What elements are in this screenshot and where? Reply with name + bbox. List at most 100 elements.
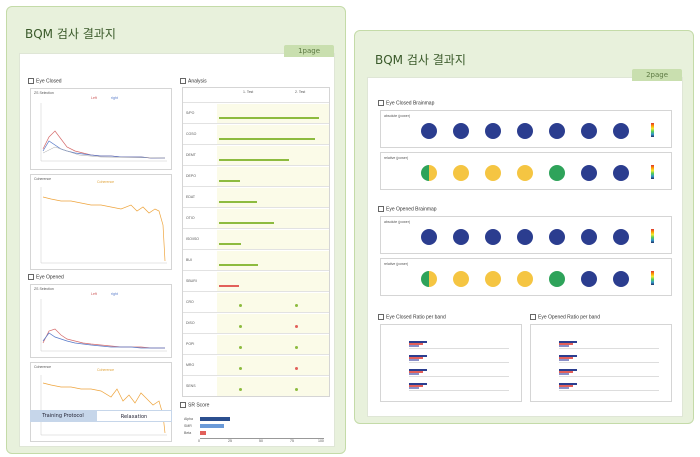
- analysis-row-label: OTIO: [186, 216, 195, 220]
- row-label: relative (power): [384, 262, 409, 266]
- report-sheet: 2page Eye Closed Brainmap absolute (powe…: [367, 69, 683, 417]
- brain-topomap: [581, 229, 597, 245]
- ratio-bar: [559, 343, 573, 345]
- ratio-bar: [409, 383, 427, 385]
- analysis-row-label: S/PO: [186, 111, 195, 115]
- training-protocol-label: Training Protocol: [30, 410, 96, 422]
- analysis-row: ISO/ISO: [183, 228, 329, 250]
- brain-topomap: [549, 271, 565, 287]
- checkbox-icon: [180, 402, 186, 408]
- report-page-2: BQM 검사 결과지 2page Eye Closed Brainmap abs…: [354, 30, 694, 424]
- ratio-bar: [409, 343, 423, 345]
- legend-right: right: [111, 96, 118, 100]
- analysis-dot: [239, 325, 242, 328]
- analysis-dot: [295, 325, 298, 328]
- ratio-bar: [559, 359, 569, 361]
- analysis-dot: [295, 388, 298, 391]
- ratio-bar: [409, 371, 423, 373]
- analysis-row-label: SBURI: [186, 279, 197, 283]
- zs-line-chart: [40, 299, 167, 352]
- zs-line-chart: [40, 103, 167, 162]
- ratio-bar: [409, 387, 419, 389]
- chart-coherence-opened: Coherence Coherence: [30, 362, 172, 442]
- chart-zs-selection-closed: ZS Selection Left right: [30, 88, 172, 170]
- analysis-row: SBURI: [183, 270, 329, 292]
- ratio-bar: [559, 371, 573, 373]
- checkbox-icon: [28, 78, 34, 84]
- brain-topomap: [549, 123, 565, 139]
- col-test-2: 2. Test: [295, 90, 306, 94]
- brain-topomap: [421, 271, 437, 287]
- legend-right: right: [111, 292, 118, 296]
- section-eye-opened-ratio: Eye Opened Ratio per band: [530, 314, 600, 320]
- analysis-dot: [239, 304, 242, 307]
- color-scale: [651, 123, 654, 137]
- brain-topomap: [453, 123, 469, 139]
- chart-coherence-closed: Coherence Coherence: [30, 174, 172, 270]
- sr-label-beta: Beta: [184, 431, 192, 435]
- section-eye-closed-brainmap: Eye Closed Brainmap: [378, 100, 434, 106]
- analysis-bar: [219, 264, 258, 266]
- ratio-chart-closed: [380, 324, 522, 402]
- sr-axis-tick: 50: [259, 439, 263, 443]
- legend-coherence: Coherence: [97, 180, 115, 184]
- brainmap-opened-absolute: absolute (power): [380, 216, 672, 254]
- brain-topomap: [613, 123, 629, 139]
- brain-topomap: [421, 165, 437, 181]
- ratio-bar: [559, 345, 569, 347]
- analysis-row: OTIO: [183, 207, 329, 229]
- analysis-dot: [239, 367, 242, 370]
- brain-topomap: [517, 123, 533, 139]
- chart-title: ZS Selection: [34, 287, 54, 291]
- sr-bar-beta: [200, 431, 206, 435]
- brain-topomap: [421, 229, 437, 245]
- brain-topomap: [453, 271, 469, 287]
- analysis-row-label: MRO: [186, 363, 195, 367]
- ratio-bar: [409, 357, 423, 359]
- brain-topomap: [517, 165, 533, 181]
- brain-topomap: [517, 271, 533, 287]
- analysis-dot: [295, 304, 298, 307]
- ratio-bar: [559, 357, 573, 359]
- brain-topomap: [485, 123, 501, 139]
- legend-left: Left: [91, 96, 97, 100]
- analysis-bar: [219, 138, 315, 140]
- sr-score-chart: Alpha SMR Beta 0 25 50 75 100: [182, 411, 330, 443]
- analysis-dot: [239, 346, 242, 349]
- ratio-bar: [409, 359, 419, 361]
- analysis-dot: [295, 346, 298, 349]
- sr-label-alpha: Alpha: [184, 417, 193, 421]
- checkbox-icon: [180, 78, 186, 84]
- checkbox-icon: [378, 100, 384, 106]
- brain-topomap: [549, 229, 565, 245]
- ratio-bar: [409, 385, 423, 387]
- analysis-row: CRO: [183, 291, 329, 313]
- analysis-bar: [219, 180, 240, 182]
- analysis-row-label: SENS: [186, 384, 196, 388]
- legend-left: Left: [91, 292, 97, 296]
- brain-topomap: [517, 229, 533, 245]
- brain-topomap: [485, 165, 501, 181]
- page-title: BQM 검사 결과지: [25, 27, 116, 41]
- analysis-dot: [295, 367, 298, 370]
- ratio-bar: [559, 387, 569, 389]
- analysis-bar: [219, 243, 241, 245]
- analysis-row: DISO: [183, 312, 329, 334]
- analysis-row-label: CRO: [186, 300, 194, 304]
- checkbox-icon: [28, 274, 34, 280]
- sr-axis-tick: 75: [290, 439, 294, 443]
- analysis-row: DEMT: [183, 144, 329, 166]
- color-scale: [651, 165, 654, 179]
- coherence-line-chart: [40, 375, 167, 436]
- analysis-row-label: DEPO: [186, 174, 196, 178]
- sr-bar-smr: [200, 424, 224, 428]
- analysis-row: COSO: [183, 123, 329, 145]
- section-eye-opened: Eye Opened: [28, 274, 64, 280]
- row-label: relative (power): [384, 156, 409, 160]
- ratio-bar: [409, 345, 419, 347]
- coherence-line-chart: [40, 187, 167, 264]
- analysis-bar: [219, 285, 239, 287]
- analysis-row-label: COSO: [186, 132, 197, 136]
- brain-topomap: [613, 271, 629, 287]
- analysis-row: EDAT: [183, 186, 329, 208]
